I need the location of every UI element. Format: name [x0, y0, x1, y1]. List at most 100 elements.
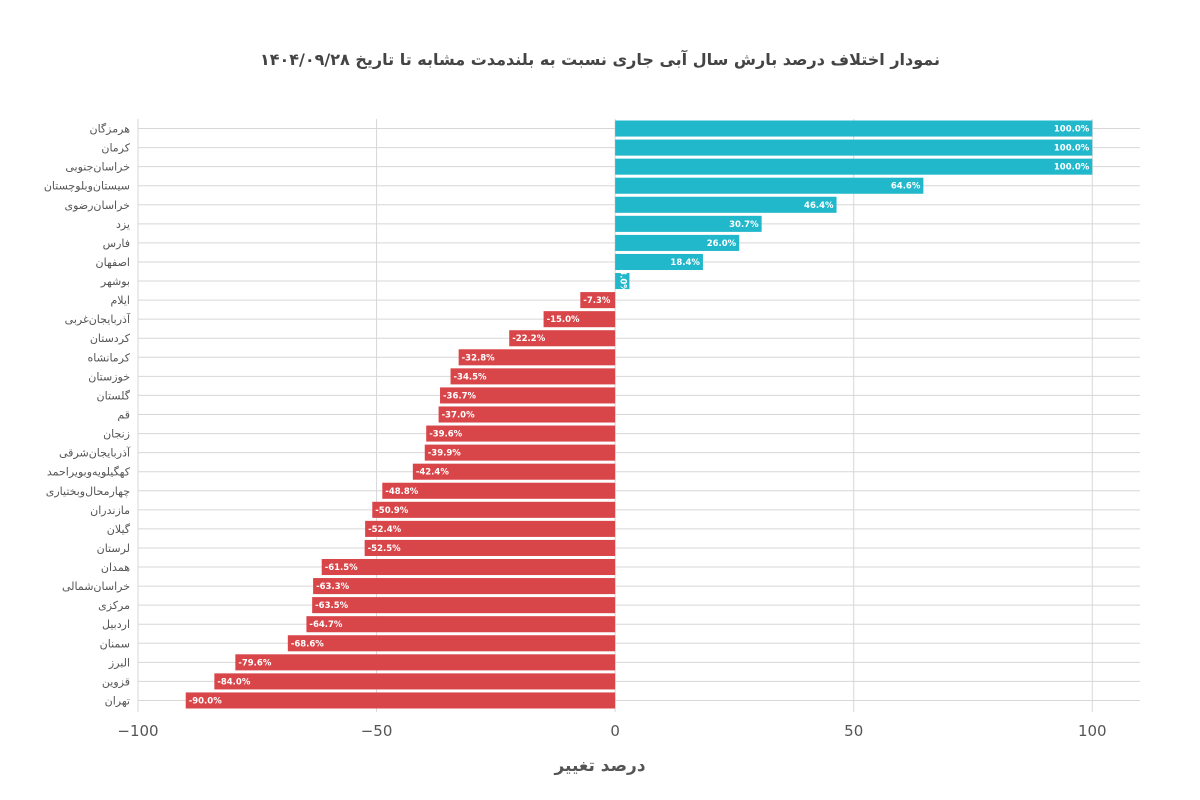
data-label: -39.9%	[428, 449, 461, 459]
data-label: -79.6%	[238, 658, 271, 668]
data-label: 26.0%	[707, 239, 737, 249]
category-label: آذربایجان‌شرقی	[59, 446, 131, 460]
bar	[615, 158, 1093, 175]
category-label: فارس	[103, 237, 130, 250]
category-label: ایلام	[111, 294, 131, 307]
category-label: لرستان	[97, 542, 130, 555]
category-label: خراسان‌شمالی	[62, 580, 130, 593]
x-tick-label: −50	[361, 722, 393, 740]
bar	[235, 654, 616, 671]
data-label: -68.6%	[291, 639, 324, 649]
data-label: -36.7%	[443, 391, 476, 401]
chart-title: نمودار اختلاف درصد بارش سال آبی جاری نسب…	[259, 50, 941, 69]
bar	[438, 406, 616, 423]
bar	[412, 463, 616, 480]
bar	[185, 692, 616, 709]
bar	[450, 368, 616, 385]
bar	[313, 578, 616, 595]
category-label: چهارمحال‌وبختیاری	[46, 485, 130, 498]
category-label: البرز	[108, 656, 130, 669]
data-label: -64.7%	[309, 620, 342, 630]
data-label: -61.5%	[325, 563, 358, 573]
category-label: هرمزگان	[90, 123, 131, 136]
bar	[580, 292, 616, 309]
bar	[509, 330, 616, 347]
bar	[365, 520, 616, 537]
data-label: -48.8%	[385, 487, 418, 497]
data-label: -22.2%	[512, 334, 545, 344]
bar	[382, 482, 616, 499]
category-label: اردبیل	[102, 618, 130, 631]
bar	[440, 387, 616, 404]
bar	[615, 273, 630, 290]
category-label: بوشهر	[100, 275, 130, 288]
bar	[424, 444, 616, 461]
bar	[543, 311, 616, 328]
bar	[615, 253, 703, 271]
category-label: قم	[117, 409, 130, 422]
data-label: 100.0%	[1054, 144, 1090, 154]
category-label: قزوین	[102, 675, 130, 688]
data-label: -90.0%	[189, 696, 222, 706]
category-label: کرمانشاه	[87, 351, 130, 364]
category-label: مازندران	[90, 504, 130, 517]
data-label: -34.5%	[454, 372, 487, 382]
data-label: -37.0%	[442, 411, 475, 421]
data-label: 30.7%	[729, 220, 759, 230]
data-label: -63.3%	[316, 582, 349, 592]
category-label: گلستان	[97, 389, 131, 402]
data-label: 64.6%	[891, 182, 921, 192]
category-label: زنجان	[103, 428, 130, 441]
data-label: -52.4%	[368, 525, 401, 535]
bar	[615, 120, 1093, 137]
bar	[615, 215, 762, 232]
bar	[321, 558, 616, 576]
data-label: 100.0%	[1054, 163, 1090, 173]
x-tick-label: −100	[117, 722, 158, 740]
bar	[615, 177, 924, 194]
category-label: مرکزی	[98, 599, 130, 612]
data-label: 46.4%	[804, 201, 834, 211]
x-tick-label: 100	[1078, 722, 1107, 740]
bar	[312, 597, 616, 614]
category-label: یزد	[116, 218, 130, 231]
bar	[287, 635, 616, 652]
data-label: -50.9%	[375, 506, 408, 516]
data-label: -42.4%	[416, 468, 449, 478]
x-tick-label: 50	[844, 722, 863, 740]
bar	[214, 673, 616, 690]
data-label: -63.5%	[315, 601, 348, 611]
data-label: -32.8%	[462, 353, 495, 363]
category-label: کرمان	[101, 142, 130, 155]
bar	[615, 139, 1093, 156]
bar	[458, 349, 616, 366]
category-label: آذربایجان‌غربی	[65, 312, 131, 326]
bar	[426, 425, 616, 442]
category-label: همدان	[101, 561, 130, 574]
category-label: تهران	[105, 694, 130, 707]
data-label: 100.0%	[1054, 125, 1090, 135]
bar	[372, 501, 616, 518]
x-tick-label: 0	[610, 722, 620, 740]
bar	[364, 539, 616, 556]
data-label: 18.4%	[670, 258, 700, 268]
category-label: خوزستان	[88, 370, 130, 383]
category-label: کردستان	[90, 332, 131, 345]
category-label: خراسان‌رضوی	[64, 199, 130, 212]
category-label: کهگیلویه‌وبویراحمد	[47, 466, 131, 479]
category-label: سیستان‌وبلوچستان	[44, 180, 130, 193]
data-label: -7.3%	[583, 296, 611, 306]
category-label: اصفهان	[96, 256, 130, 269]
category-label: سمنان	[100, 637, 130, 650]
data-label: -84.0%	[217, 677, 250, 687]
data-label: -39.6%	[429, 430, 462, 440]
x-axis-title: درصد تغییر	[554, 756, 646, 776]
category-label: خراسان‌جنوبی	[65, 161, 130, 174]
bar	[615, 196, 837, 213]
data-label: 3.0%	[617, 269, 627, 293]
data-label: -52.5%	[368, 544, 401, 554]
bar	[615, 234, 740, 251]
bar	[306, 616, 616, 633]
data-label: -15.0%	[547, 315, 580, 325]
